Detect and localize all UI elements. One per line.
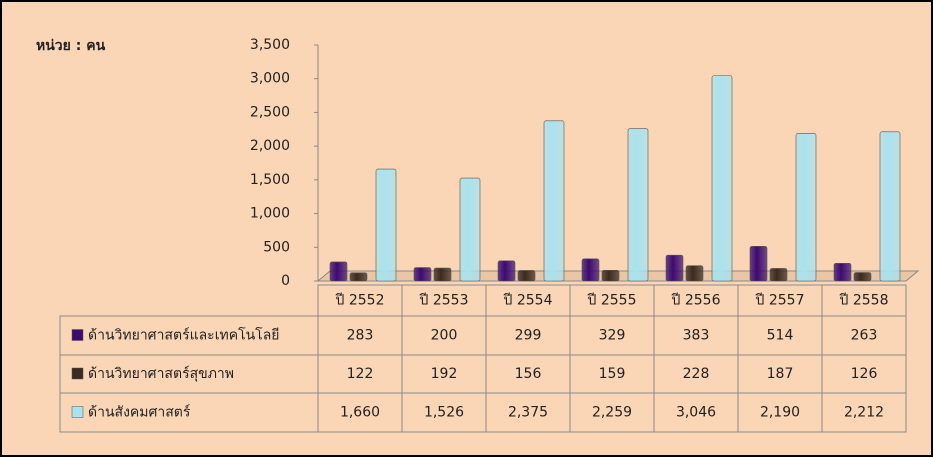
bar bbox=[711, 75, 733, 282]
bar bbox=[459, 177, 481, 282]
bar bbox=[665, 254, 684, 282]
table-value: 2,212 bbox=[844, 405, 884, 421]
table-value: 228 bbox=[683, 366, 710, 382]
bar bbox=[795, 133, 817, 282]
table-value: 283 bbox=[347, 328, 374, 344]
bar bbox=[685, 265, 704, 282]
legend-label: ด้านวิทยาศาสตร์สุขภาพ bbox=[88, 365, 234, 382]
legend-marker bbox=[71, 329, 84, 341]
legend-marker bbox=[71, 406, 84, 418]
table-value: 192 bbox=[431, 366, 458, 382]
bar bbox=[627, 128, 649, 282]
bar bbox=[749, 246, 768, 282]
bar bbox=[769, 268, 788, 282]
table-value: 156 bbox=[515, 366, 542, 382]
x-tick-label: ปี 2555 bbox=[587, 293, 636, 309]
table-value: 2,259 bbox=[592, 405, 632, 421]
table-value: 329 bbox=[599, 328, 626, 344]
bar bbox=[329, 261, 348, 282]
x-tick-label: ปี 2557 bbox=[755, 293, 804, 309]
y-tick-label: 1,000 bbox=[250, 206, 290, 222]
y-tick-label: 0 bbox=[281, 273, 290, 289]
table-value: 514 bbox=[767, 328, 794, 344]
y-tick-label: 3,000 bbox=[250, 71, 290, 87]
unit-label: หน่วย : คน bbox=[36, 38, 106, 54]
x-tick-label: ปี 2556 bbox=[671, 293, 721, 309]
bar bbox=[497, 260, 516, 282]
table-value: 3,046 bbox=[676, 405, 716, 421]
y-tick-label: 2,500 bbox=[250, 104, 290, 120]
bar bbox=[413, 267, 432, 282]
table-value: 2,375 bbox=[508, 405, 548, 421]
x-tick-label: ปี 2553 bbox=[419, 293, 468, 309]
x-tick-label: ปี 2558 bbox=[839, 293, 888, 309]
bar bbox=[601, 269, 620, 282]
table-value: 122 bbox=[347, 366, 374, 382]
legend-label: ด้านสังคมศาสตร์ bbox=[88, 404, 191, 421]
bar bbox=[375, 168, 397, 282]
bar bbox=[853, 272, 872, 282]
bar bbox=[879, 131, 901, 282]
table-value: 200 bbox=[431, 328, 458, 344]
table-value: 2,190 bbox=[760, 405, 800, 421]
table-value: 159 bbox=[599, 366, 626, 382]
table-value: 263 bbox=[851, 328, 878, 344]
bar bbox=[349, 272, 368, 282]
table-value: 299 bbox=[515, 328, 542, 344]
table-value: 383 bbox=[683, 328, 710, 344]
y-tick-label: 3,500 bbox=[250, 37, 290, 53]
table-value: 1,526 bbox=[424, 405, 464, 421]
bar bbox=[543, 120, 565, 282]
bar bbox=[517, 270, 536, 282]
table-value: 1,660 bbox=[340, 405, 380, 421]
table-value: 187 bbox=[767, 366, 794, 382]
legend-marker bbox=[71, 367, 84, 380]
x-tick-label: ปี 2552 bbox=[335, 293, 384, 309]
bar bbox=[433, 267, 452, 282]
table-value: 126 bbox=[851, 366, 878, 382]
bar bbox=[833, 262, 852, 282]
y-tick-label: 2,000 bbox=[250, 138, 290, 154]
y-tick-label: 1,500 bbox=[250, 172, 290, 188]
legend-label: ด้านวิทยาศาสตร์และเทคโนโลยี bbox=[88, 327, 279, 344]
bar bbox=[581, 258, 600, 282]
x-tick-label: ปี 2554 bbox=[503, 293, 553, 309]
y-tick-label: 500 bbox=[263, 239, 290, 255]
